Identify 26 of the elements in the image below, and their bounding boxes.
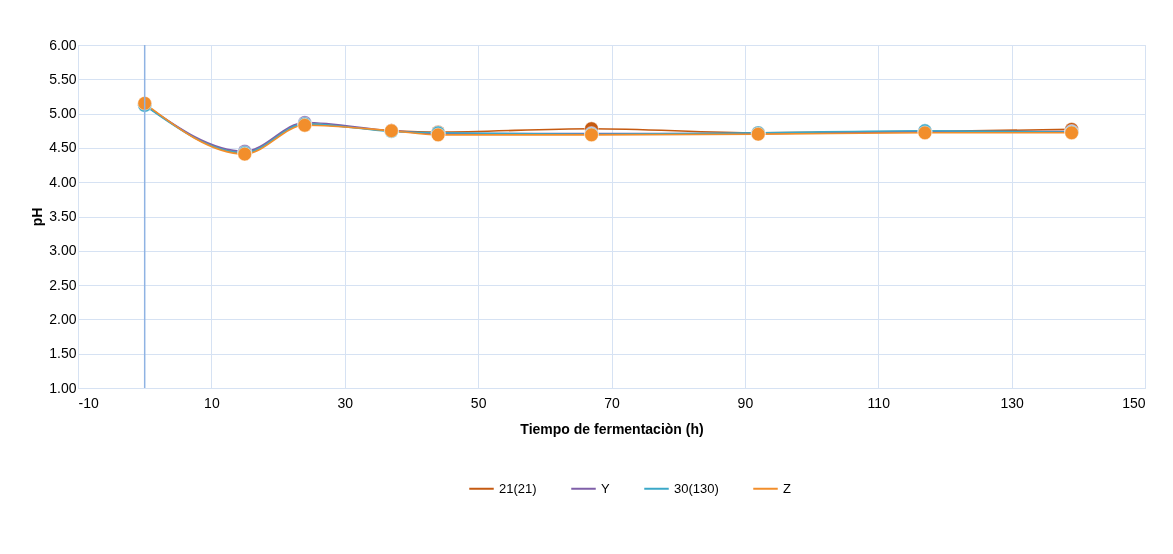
x-tick-label: 110 xyxy=(867,394,891,411)
x-axis-title: Tiempo de fermentaciòn (h) xyxy=(520,420,704,437)
y-tick-label: 5.50 xyxy=(49,70,77,87)
y-axis-title: pH xyxy=(29,207,46,227)
y-tick-label: 2.50 xyxy=(49,276,77,293)
legend-label: Y xyxy=(601,480,610,496)
x-tick-label: 90 xyxy=(737,394,754,411)
y-tick-label: 3.50 xyxy=(49,208,77,224)
x-tick-label: 10 xyxy=(204,394,220,411)
y-tick-label: 1.50 xyxy=(49,345,77,362)
x-tick-label: 130 xyxy=(1000,394,1025,411)
y-tick-label: 5.00 xyxy=(49,105,77,122)
y-tick-label: 2.00 xyxy=(49,310,77,327)
legend-label: 30(130) xyxy=(674,480,719,496)
y-tick-label: 6.00 xyxy=(49,36,77,53)
y-tick-label: 3.00 xyxy=(49,242,77,259)
y-tick-label: 1.00 xyxy=(49,379,77,396)
x-tick-label: 50 xyxy=(470,394,487,411)
x-tick-label: -10 xyxy=(78,394,99,411)
x-tick-label: 30 xyxy=(337,394,354,411)
legend-label: Z xyxy=(783,480,791,496)
y-tick-label: 4.50 xyxy=(49,139,77,156)
x-tick-label: 150 xyxy=(1122,394,1146,411)
legend-label: 21(21) xyxy=(499,480,537,496)
x-tick-label: 70 xyxy=(604,394,620,411)
y-tick-label: 4.00 xyxy=(49,173,77,190)
